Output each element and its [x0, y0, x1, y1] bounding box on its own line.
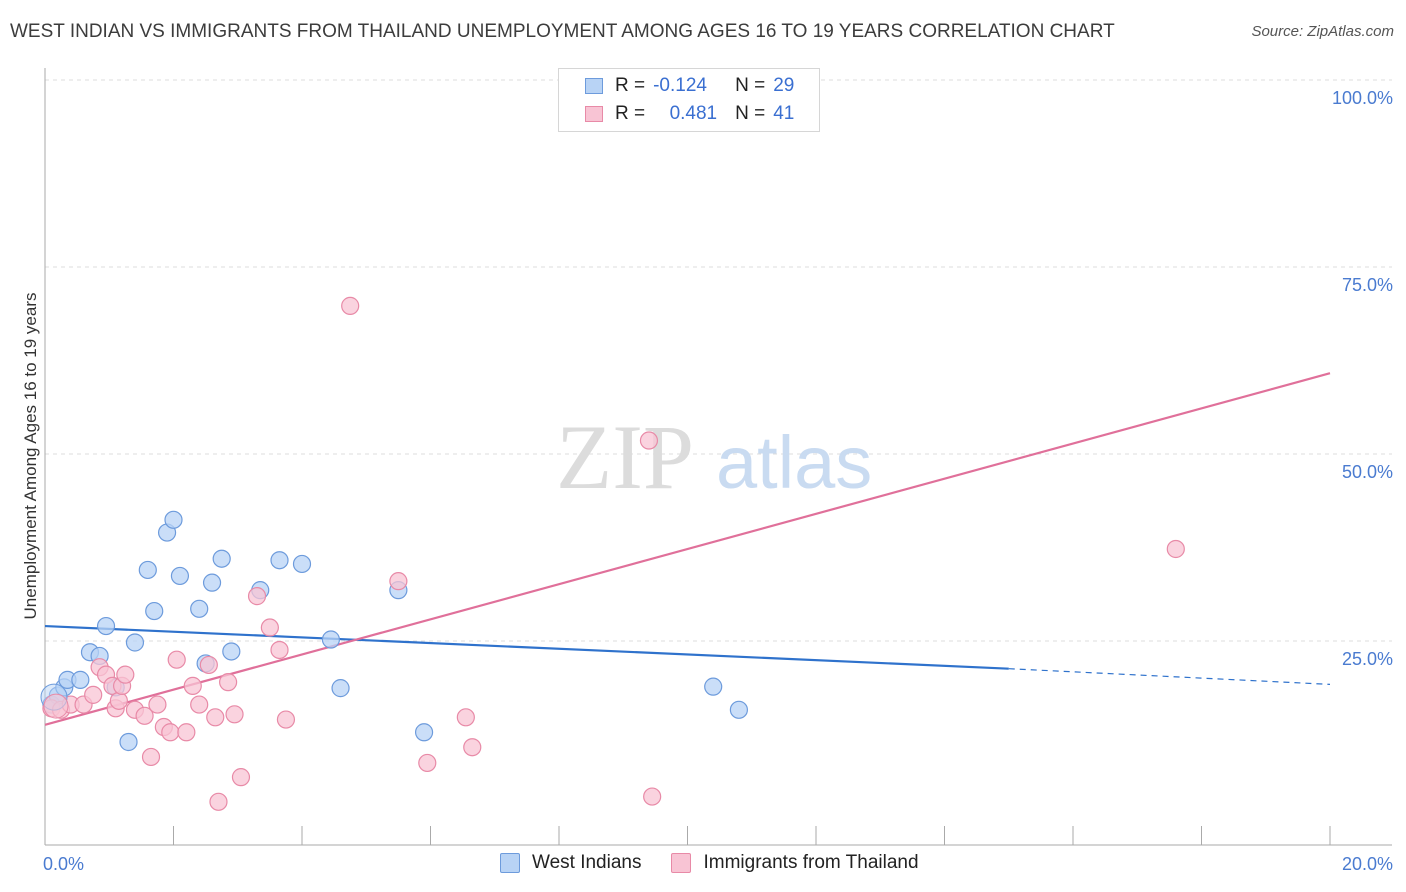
legend-label-thailand: Immigrants from Thailand — [703, 852, 919, 873]
correlation-legend: R = -0.124 N = 29 R = 0.481 N = 41 — [558, 68, 820, 132]
thailand-point — [231, 768, 251, 787]
thailand-point — [247, 587, 267, 606]
x-tick-label: 20.0% — [1342, 854, 1393, 874]
y-tick-label: 100.0% — [1332, 88, 1393, 108]
legend-r-value: -0.124 — [653, 75, 707, 96]
west-indians-point — [125, 633, 145, 652]
thailand-point — [177, 723, 196, 742]
west-indians-trend-line — [44, 624, 1009, 670]
west-indians-point — [96, 616, 116, 636]
blue-swatch-icon — [585, 78, 603, 94]
thailand-point — [183, 676, 202, 695]
legend-n-label: N = — [735, 75, 766, 96]
thailand-point — [190, 695, 209, 714]
thailand-point — [167, 650, 186, 669]
axes — [44, 68, 1392, 846]
west-indians-point — [212, 549, 231, 568]
pink-swatch-icon — [671, 853, 692, 873]
legend-row-west-indians: R = -0.124 N = 29 — [585, 73, 794, 99]
west-indians-point — [119, 732, 138, 752]
thailand-point — [84, 685, 103, 704]
thailand-point — [209, 792, 228, 811]
thailand-point — [141, 747, 161, 767]
source-label: Source: ZipAtlas.com — [1251, 23, 1394, 40]
west-indians-point — [222, 642, 241, 661]
thailand-point — [456, 708, 475, 727]
thailand-trend-line — [44, 372, 1331, 726]
thailand-point — [639, 431, 659, 450]
y-tick-label: 50.0% — [1342, 462, 1393, 482]
west-indians-point — [145, 601, 164, 621]
data-points — [40, 70, 1185, 811]
trend-lines — [44, 372, 1331, 726]
west-indians-point — [71, 670, 90, 689]
thailand-point — [270, 640, 289, 660]
thailand-point — [463, 738, 482, 757]
chart-title: WEST INDIAN VS IMMIGRANTS FROM THAILAND … — [10, 21, 1115, 42]
legend-label-west-indians: West Indians — [532, 852, 642, 873]
west-indians-point — [704, 677, 723, 696]
west-indians-trend-extension — [1008, 668, 1331, 685]
thailand-point — [260, 618, 279, 637]
west-indians-point — [138, 560, 157, 580]
grid-lines — [45, 79, 1392, 642]
thailand-point — [389, 572, 408, 591]
thailand-point — [161, 723, 180, 742]
legend-item-thailand: Immigrants from Thailand — [671, 852, 919, 874]
west-indians-point — [164, 510, 183, 529]
west-indians-point — [414, 723, 434, 742]
y-tick-label: 75.0% — [1342, 275, 1393, 295]
y-tick-label: 25.0% — [1342, 649, 1393, 669]
legend-row-thailand: R = 0.481 N = 41 — [585, 101, 794, 127]
watermark-atlas: atlas — [716, 421, 872, 504]
west-indians-point — [292, 554, 312, 574]
thailand-point — [418, 753, 437, 773]
west-indians-point — [170, 566, 190, 586]
legend-r-value: 0.481 — [669, 103, 718, 124]
thailand-point — [1166, 539, 1185, 559]
west-indians-point — [190, 599, 209, 618]
thailand-point — [199, 655, 218, 675]
thailand-point — [341, 296, 360, 315]
thailand-point — [225, 705, 244, 724]
thailand-point — [135, 706, 154, 725]
thailand-point — [219, 673, 238, 692]
legend-n-value: 41 — [773, 103, 795, 124]
x-tick-label: 0.0% — [43, 854, 84, 874]
west-indians-point — [321, 630, 341, 649]
blue-swatch-icon — [500, 853, 520, 873]
thailand-point — [116, 665, 135, 684]
thailand-point — [643, 787, 662, 806]
legend-r-label: R = — [615, 75, 646, 96]
legend-n-label: N = — [735, 103, 766, 124]
tick-labels: 100.0% 75.0% 50.0% 25.0% 0.0% 20.0% — [43, 88, 1393, 874]
legend-n-value: 29 — [773, 75, 795, 96]
y-axis-title: Unemployment Among Ages 16 to 19 years — [21, 293, 40, 620]
legend-r-label: R = — [615, 103, 646, 124]
thailand-point — [148, 695, 167, 714]
thailand-point — [43, 693, 69, 719]
west-indians-point — [270, 551, 289, 570]
west-indians-point — [729, 700, 749, 719]
legend-item-west-indians: West Indians — [500, 852, 641, 874]
west-indians-point — [202, 573, 222, 592]
watermark-zip: ZIP — [556, 406, 694, 508]
thailand-point — [276, 710, 296, 729]
series-legend: West Indians Immigrants from Thailand — [500, 852, 949, 874]
west-indians-point — [331, 679, 350, 698]
thailand-point — [109, 691, 128, 710]
pink-swatch-icon — [585, 106, 603, 122]
thailand-point — [206, 708, 225, 727]
